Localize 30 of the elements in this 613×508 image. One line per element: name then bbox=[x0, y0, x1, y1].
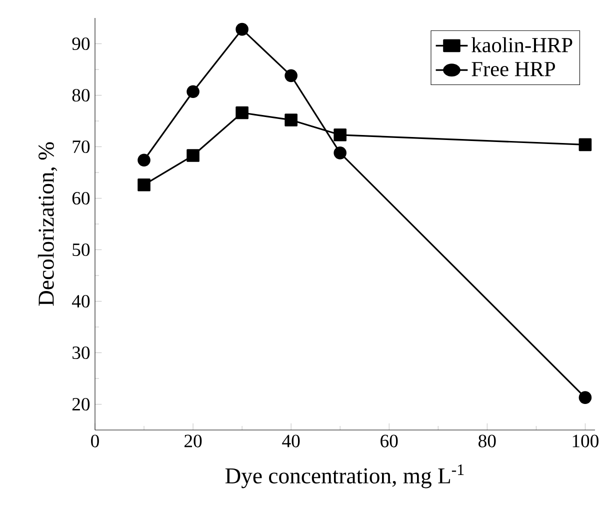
point bbox=[578, 138, 592, 152]
point bbox=[334, 128, 346, 142]
x-tick-label: 20 bbox=[184, 434, 202, 448]
x-tick-label: 40 bbox=[282, 434, 300, 448]
legend-label: Free HRP bbox=[472, 62, 555, 76]
x-tick-label: 80 bbox=[478, 434, 496, 448]
point bbox=[138, 178, 150, 192]
point bbox=[284, 114, 298, 126]
y-tick-label: 40 bbox=[72, 294, 90, 308]
y-tick-label: 90 bbox=[72, 37, 90, 50]
y-tick-label: 50 bbox=[72, 243, 90, 256]
point bbox=[284, 69, 298, 82]
x-tick-label: 100 bbox=[572, 434, 598, 448]
y-tick-label: 60 bbox=[72, 192, 90, 205]
x-tick-label: 0 bbox=[91, 434, 99, 448]
y-tick-label: 30 bbox=[72, 346, 90, 360]
point bbox=[138, 154, 150, 167]
y-tick-label: 70 bbox=[72, 140, 90, 154]
legend-label: kaolin-HRP bbox=[472, 37, 572, 52]
y-tick-label: 20 bbox=[72, 398, 90, 411]
point bbox=[578, 391, 592, 404]
point bbox=[186, 149, 200, 162]
point bbox=[186, 85, 200, 98]
y-axis-title: Decolorization, % bbox=[38, 142, 58, 306]
x-axis-title: Dye concentration, mg L$^{-1}$ bbox=[225, 464, 464, 488]
x-tick-label: 60 bbox=[380, 434, 398, 448]
point bbox=[236, 22, 248, 36]
point bbox=[334, 146, 346, 160]
point bbox=[236, 106, 248, 120]
y-tick-label: 80 bbox=[72, 88, 90, 102]
